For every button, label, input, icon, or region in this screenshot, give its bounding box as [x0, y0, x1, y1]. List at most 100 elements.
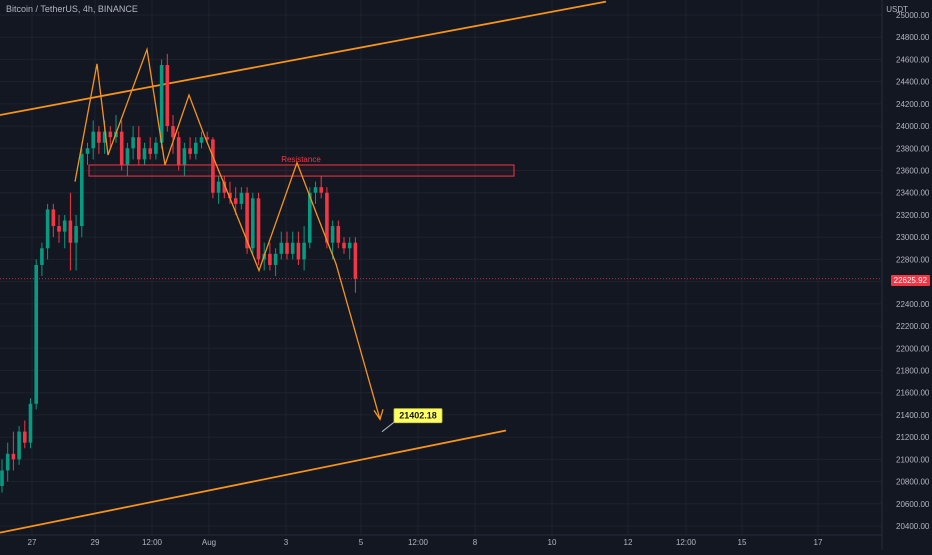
price-tick-label: 20400.00	[896, 522, 930, 531]
price-tick-label: 22000.00	[896, 344, 930, 353]
lower-channel-line	[0, 429, 507, 534]
candle-body	[296, 242, 301, 260]
price-tick-label: 20800.00	[896, 478, 930, 487]
candle-body	[165, 64, 170, 127]
candle-body	[45, 209, 50, 249]
candle-body	[51, 209, 56, 227]
currency-label: USDT	[886, 5, 908, 14]
candle-body	[239, 192, 244, 204]
candle-body	[188, 148, 192, 154]
candle-body	[68, 220, 73, 243]
drawings: Resistance 21402.18	[74, 46, 515, 433]
price-tick-label: 23200.00	[896, 211, 930, 220]
price-tick-label: 25000.00	[896, 11, 930, 20]
candle-body	[154, 142, 158, 154]
candle-body	[330, 226, 335, 243]
candle-body	[62, 220, 67, 232]
candle-body	[325, 192, 329, 243]
candle-body	[285, 242, 289, 254]
candle-body	[23, 431, 27, 443]
candle-body	[176, 137, 181, 165]
candle-body	[171, 126, 175, 138]
candle-body	[80, 153, 84, 227]
candle-body	[251, 198, 255, 249]
candle-body	[205, 137, 209, 140]
price-tick-label: 22800.00	[896, 255, 930, 264]
candle-body	[290, 242, 295, 254]
price-tick-label: 22400.00	[896, 300, 930, 309]
candle-body	[233, 198, 238, 204]
candle-body	[313, 187, 318, 193]
candle-body	[222, 181, 227, 193]
candle-body	[279, 242, 284, 254]
candle-body	[0, 470, 4, 487]
candle-body	[28, 403, 33, 443]
time-tick-label: 10	[548, 538, 557, 547]
target-price-label: 21402.18	[399, 411, 437, 421]
time-tick-label: 12:00	[142, 538, 163, 547]
price-tick-label: 24600.00	[896, 55, 930, 64]
candle-body	[268, 253, 272, 265]
time-axis: 27 29 12:00 Aug 3 5 12:00 8 10 12 12:00 15 17	[0, 534, 882, 547]
candle-body	[199, 137, 204, 143]
candle-body	[342, 242, 346, 249]
candle-body	[211, 139, 215, 193]
target-arrowhead	[373, 409, 384, 421]
target-label-box	[393, 408, 443, 424]
candle-body	[159, 64, 164, 143]
candle-body	[347, 242, 352, 249]
price-tick-label: 24400.00	[896, 78, 930, 87]
time-tick-label: 12	[624, 538, 633, 547]
candle-body	[34, 264, 38, 404]
price-tick-label: 24200.00	[896, 100, 930, 109]
resistance-label: Resistance	[281, 155, 321, 164]
price-tick-label: 21000.00	[896, 455, 930, 464]
symbol-title[interactable]: Bitcoin / TetherUS, 4h, BINANCE	[6, 4, 138, 14]
candle-body	[194, 142, 198, 154]
candle-body	[57, 226, 61, 232]
candle-body	[91, 131, 95, 149]
candle-body	[5, 453, 10, 471]
price-tick-label: 20600.00	[896, 500, 930, 509]
candle-body	[85, 148, 90, 154]
price-axis: 25000.00 24800.00 24600.00 24400.00 24200.00…	[881, 0, 930, 550]
time-tick-label: 12:00	[408, 538, 429, 547]
time-tick-label: 27	[28, 538, 37, 547]
price-tick-label: 24000.00	[896, 122, 930, 131]
time-tick-label: 5	[359, 538, 364, 547]
candle-body	[40, 248, 44, 265]
price-tick-label: 23800.00	[896, 144, 930, 153]
last-price-tag: 22625.92	[890, 275, 930, 286]
candle-body	[125, 148, 130, 165]
price-tick-label: 21400.00	[896, 411, 930, 420]
candle-body	[108, 131, 113, 138]
time-tick-label: 17	[814, 538, 823, 547]
candle-body	[319, 187, 323, 193]
candle-body	[97, 131, 101, 143]
candle-body	[308, 192, 312, 243]
candle-body	[74, 226, 78, 243]
candle-body	[302, 242, 306, 260]
time-tick-label: 29	[91, 538, 100, 547]
pattern-zigzag-line	[74, 46, 381, 420]
candle-body	[182, 148, 187, 165]
candle-body	[131, 137, 135, 149]
time-tick-label: 3	[284, 538, 289, 547]
time-tick-label: 12:00	[676, 538, 697, 547]
candle-body	[148, 148, 152, 154]
time-tick-label: 8	[473, 538, 478, 547]
candle-body	[245, 192, 249, 249]
price-tick-label: 23400.00	[896, 189, 930, 198]
candle-body	[336, 226, 341, 243]
candle-body	[273, 253, 278, 265]
candle-body	[11, 453, 16, 460]
price-tick-label: 23600.00	[896, 167, 930, 176]
candle-body	[137, 137, 141, 160]
candles	[0, 53, 358, 493]
candle-body	[216, 181, 221, 193]
candle-body	[102, 131, 107, 143]
price-tick-label: 21800.00	[896, 366, 930, 375]
candle-body	[17, 431, 21, 460]
